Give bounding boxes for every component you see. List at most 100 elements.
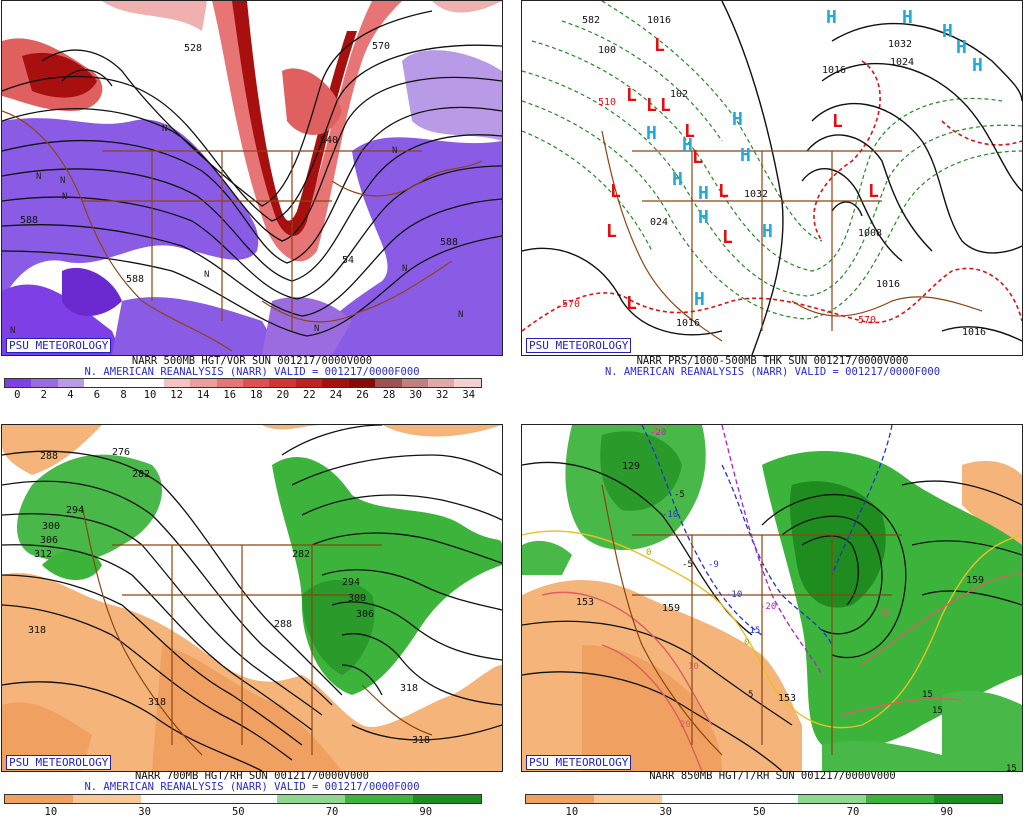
colorbar-tick-label: 20	[276, 389, 290, 401]
svg-text:1016: 1016	[647, 15, 671, 26]
colorbar-swatch	[269, 379, 296, 387]
colorbar-swatch	[526, 795, 594, 803]
svg-text:H: H	[956, 37, 967, 58]
svg-text:588: 588	[126, 274, 144, 285]
svg-text:10: 10	[880, 608, 891, 618]
svg-text:H: H	[698, 207, 709, 228]
svg-text:570: 570	[858, 315, 876, 326]
svg-text:H: H	[762, 221, 773, 242]
colorbar-tick-label: 6	[93, 389, 101, 401]
colorbar-swatch	[454, 379, 481, 387]
svg-text:318: 318	[412, 735, 430, 746]
svg-text:0: 0	[646, 548, 651, 558]
svg-text:294: 294	[342, 577, 360, 588]
svg-text:L: L	[606, 221, 617, 242]
svg-text:L: L	[722, 227, 733, 248]
colorbar-swatch	[5, 795, 73, 803]
svg-text:282: 282	[132, 469, 150, 480]
rh-field: 288 276 282 294 300 306 312 282 294 300 …	[2, 425, 502, 771]
svg-text:100: 100	[598, 45, 616, 56]
svg-text:1016: 1016	[822, 65, 846, 76]
colorbar-tick-label: 4	[67, 389, 74, 401]
svg-text:L: L	[626, 293, 637, 314]
svg-text:0: 0	[744, 638, 749, 648]
svg-text:570: 570	[562, 299, 580, 310]
svg-text:H: H	[972, 55, 983, 76]
colorbar-tick-label: 22	[303, 389, 316, 401]
svg-text:588: 588	[20, 215, 38, 226]
svg-text:540: 540	[320, 135, 338, 146]
svg-text:159: 159	[966, 575, 984, 586]
colorbar-tick-label: 0	[14, 389, 21, 401]
pressure-field: 582 1016 100 1032 1024 1016 102 1032 024…	[522, 1, 1022, 355]
svg-text:L: L	[610, 181, 621, 202]
svg-text:588: 588	[440, 237, 458, 248]
svg-text:-10: -10	[662, 510, 678, 520]
panel-500mb-vorticity: 528 588 588 588 540 570 54 N N N N N N N…	[0, 0, 504, 404]
panel-pressure-thickness: 582 1016 100 1032 1024 1016 102 1032 024…	[521, 0, 1024, 404]
colorbar-tick-label: 10	[143, 389, 157, 401]
svg-text:H: H	[740, 145, 751, 166]
svg-text:-5: -5	[674, 490, 685, 500]
colorbar-swatch	[413, 795, 481, 803]
colorbar-tick-label: 28	[382, 389, 396, 401]
svg-text:15: 15	[1006, 764, 1017, 771]
colorbar-tick-label: 30	[138, 806, 151, 818]
map-pressure: 582 1016 100 1032 1024 1016 102 1032 024…	[521, 0, 1023, 356]
vorticity-colorbar-ticks: 0 2 4 6 8 10 12 14 16 18 20 22 24 26 28 30 32 34	[4, 389, 482, 401]
svg-text:1024: 1024	[890, 57, 914, 68]
colorbar-tick-label: 10	[565, 806, 579, 818]
svg-text:H: H	[732, 109, 743, 130]
colorbar-swatch	[242, 379, 270, 387]
colorbar-tick-label: 30	[409, 389, 422, 401]
svg-text:H: H	[672, 169, 683, 190]
colorbar-swatch	[348, 379, 376, 387]
svg-text:H: H	[682, 135, 693, 156]
colorbar-swatch	[594, 795, 662, 803]
colorbar-swatch	[798, 795, 866, 803]
colorbar-tick-label: 30	[659, 806, 672, 818]
svg-text:582: 582	[582, 15, 600, 26]
vorticity-field: 528 588 588 588 540 570 54 N N N N N N N…	[2, 1, 502, 355]
colorbar-swatch	[866, 795, 934, 803]
svg-text:5: 5	[748, 690, 753, 700]
svg-text:L: L	[718, 181, 729, 202]
svg-text:-10: -10	[726, 590, 742, 600]
low-pressure-markers: L L L L L L L L L L L L L	[606, 35, 879, 314]
colorbar-swatch	[57, 379, 85, 387]
colorbar-swatch	[295, 379, 323, 387]
map-valid-time: N. AMERICAN REANALYSIS (NARR) VALID = 00…	[604, 366, 941, 378]
svg-text:N: N	[10, 326, 15, 336]
svg-text:N: N	[314, 324, 319, 334]
svg-text:H: H	[694, 289, 705, 310]
svg-text:1016: 1016	[676, 318, 700, 329]
colorbar-tick-label: 10	[44, 806, 58, 818]
svg-text:54: 54	[342, 255, 354, 266]
temp-rh-field: 129 153 159 153 159 -20 -5 -10 -5 -9 -10…	[522, 425, 1022, 771]
850mb-temperature-labels: -20 -5 -10 -5 -9 -10 -20 -15 0 0 5 10 10…	[646, 426, 1017, 771]
colorbar-tick-label: 90	[419, 806, 433, 818]
colorbar-swatch	[345, 795, 413, 803]
svg-text:L: L	[692, 147, 703, 168]
source-badge: PSU METEOROLOGY	[6, 338, 112, 353]
svg-text:024: 024	[650, 217, 668, 228]
colorbar-swatch	[401, 379, 428, 387]
map-title: NARR 850MB HGT/T/RH SUN 001217/0000V000	[649, 770, 896, 782]
svg-text:H: H	[826, 7, 837, 28]
svg-text:-20: -20	[650, 428, 666, 438]
700mb-contour-labels: 288 276 282 294 300 306 312 282 294 300 …	[28, 447, 430, 746]
svg-text:306: 306	[40, 535, 58, 546]
colorbar-tick-label: 18	[249, 389, 263, 401]
source-badge: PSU METEOROLOGY	[6, 755, 112, 770]
svg-text:129: 129	[622, 461, 640, 472]
map-title: NARR 500MB HGT/VOR SUN 001217/0000V000	[131, 355, 373, 367]
svg-text:H: H	[698, 183, 709, 204]
svg-text:528: 528	[184, 43, 202, 54]
svg-text:-15: -15	[744, 626, 760, 636]
colorbar-swatch	[322, 379, 349, 387]
svg-text:102: 102	[670, 89, 688, 100]
500mb-contour-labels: 528 588 588 588 540 570 54	[20, 41, 458, 285]
svg-text:306: 306	[356, 609, 374, 620]
svg-text:300: 300	[348, 593, 366, 604]
vorticity-colorbar	[4, 378, 482, 388]
